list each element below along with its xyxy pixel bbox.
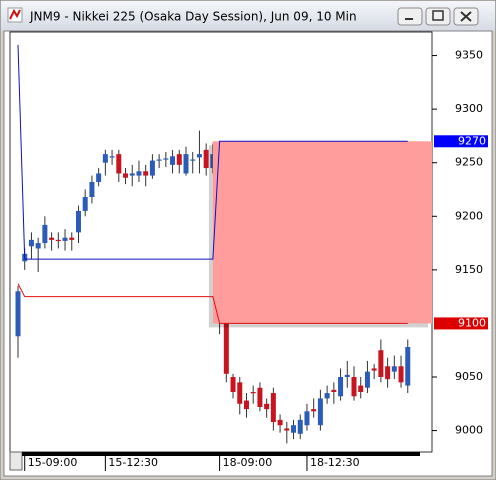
- candle-body: [324, 393, 330, 399]
- candle-body: [237, 382, 243, 404]
- candle-body: [257, 387, 263, 407]
- candle-body: [230, 377, 236, 392]
- candle-body: [89, 182, 95, 197]
- candle-body: [102, 154, 108, 163]
- candle-body: [42, 224, 48, 244]
- price-marker-label: 9270: [458, 134, 486, 147]
- window-title: JNM9 - Nikkei 225 (Osaka Day Session), J…: [29, 10, 357, 24]
- candle-body: [270, 393, 276, 422]
- candle-body: [69, 237, 75, 240]
- y-tick-label: 9150: [455, 263, 483, 276]
- candle-body: [82, 197, 88, 211]
- y-tick-label: 9250: [455, 156, 483, 169]
- candle-body: [15, 291, 21, 337]
- candle-body: [284, 428, 290, 431]
- close-button[interactable]: [453, 7, 479, 26]
- price-marker: [434, 135, 488, 148]
- candle-body: [143, 171, 149, 176]
- candle-body: [176, 154, 182, 165]
- candle-body: [264, 403, 270, 410]
- candle-body: [129, 173, 135, 176]
- candle-body: [75, 210, 81, 233]
- app-icon: [7, 7, 23, 23]
- candle-body: [183, 154, 189, 174]
- x-tick-label: 15-12:30: [108, 456, 158, 469]
- candle-body: [116, 154, 122, 174]
- candle-body: [62, 237, 68, 241]
- candle-body: [163, 158, 169, 160]
- candle-body: [243, 400, 249, 410]
- price-marker: [434, 317, 488, 330]
- candle-body: [317, 398, 323, 426]
- y-tick-label: 9350: [455, 49, 483, 62]
- candle-body: [35, 243, 41, 249]
- candle-body: [55, 239, 61, 242]
- minimize-button[interactable]: [397, 7, 423, 26]
- candle-body: [190, 159, 196, 161]
- candle-body: [385, 366, 391, 380]
- candle-body: [136, 171, 142, 176]
- scroll-box[interactable]: [9, 451, 23, 471]
- candle-body: [378, 350, 384, 377]
- candle-body: [123, 173, 129, 178]
- candle-body: [311, 409, 317, 412]
- candle-body: [96, 173, 102, 182]
- candle-body: [170, 156, 176, 165]
- y-tick-label: 9000: [455, 424, 483, 437]
- x-tick-label: 18-12:30: [310, 456, 360, 469]
- candle-body: [156, 159, 162, 161]
- y-tick-label: 9200: [455, 209, 483, 222]
- candle-body: [109, 156, 115, 158]
- plot: 9000 9050 9150 9200 9250 9300 9350 15-09:00 15-1…: [15, 44, 488, 471]
- candle-body: [28, 239, 34, 247]
- y-tick-label: 9050: [455, 370, 483, 383]
- candle-body: [297, 419, 303, 434]
- y-tick-label: 9300: [455, 102, 483, 115]
- candle-body: [331, 389, 337, 392]
- price-marker-label: 9100: [458, 316, 486, 329]
- candle-body: [203, 149, 209, 169]
- candle-body: [291, 425, 297, 433]
- candle-body: [344, 374, 350, 377]
- candle-body: [250, 392, 256, 394]
- level-line: [17, 283, 408, 324]
- x-tick-label: 18-09:00: [223, 456, 273, 469]
- candle-body: [371, 368, 377, 371]
- candle-body: [398, 366, 404, 383]
- candle-body: [405, 347, 411, 386]
- candle-body: [358, 385, 364, 392]
- candle-body: [277, 419, 283, 426]
- level-line: [17, 44, 408, 260]
- maximize-button[interactable]: [425, 7, 451, 26]
- candle-body: [304, 411, 310, 426]
- candle-body: [223, 323, 229, 374]
- candle-body: [391, 366, 397, 372]
- candle-body: [49, 237, 55, 240]
- x-tick-label: 15-09:00: [28, 456, 78, 469]
- candle-body: [351, 377, 357, 397]
- candle-body: [364, 371, 370, 388]
- candle-body: [149, 160, 155, 176]
- time-axis-bar: [22, 452, 420, 456]
- zone: [212, 141, 432, 324]
- candle-body: [338, 377, 344, 397]
- candle-body: [196, 154, 202, 158]
